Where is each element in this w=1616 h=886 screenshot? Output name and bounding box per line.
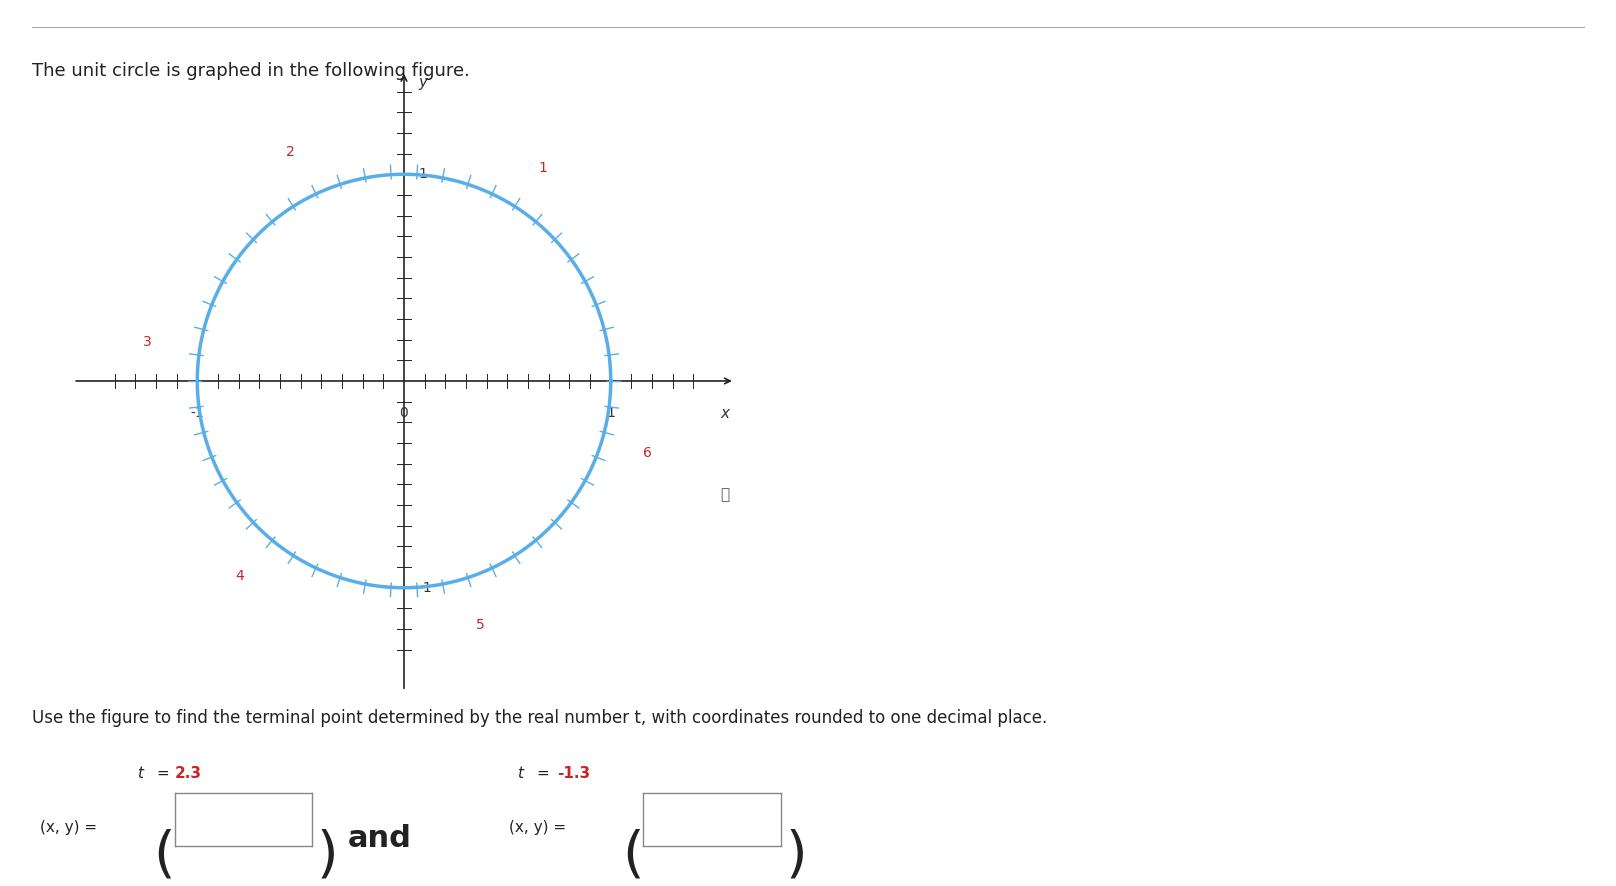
Text: 2.3: 2.3 bbox=[175, 766, 202, 781]
Text: and: and bbox=[347, 824, 412, 853]
Text: t: t bbox=[517, 766, 524, 781]
Text: 3: 3 bbox=[142, 336, 152, 349]
Text: The unit circle is graphed in the following figure.: The unit circle is graphed in the follow… bbox=[32, 62, 470, 80]
Text: 1: 1 bbox=[538, 161, 548, 175]
Text: Use the figure to find the terminal point determined by the real number t, with : Use the figure to find the terminal poin… bbox=[32, 709, 1047, 727]
Text: (: ( bbox=[154, 828, 175, 882]
Text: 4: 4 bbox=[234, 569, 244, 583]
Text: (: ( bbox=[622, 828, 643, 882]
Text: x: x bbox=[721, 406, 729, 421]
Text: -1.3: -1.3 bbox=[558, 766, 590, 781]
Text: 6: 6 bbox=[643, 447, 651, 460]
Text: ): ) bbox=[785, 828, 806, 882]
Text: 1: 1 bbox=[606, 406, 616, 420]
Text: (x, y) =: (x, y) = bbox=[40, 820, 97, 835]
Text: 0: 0 bbox=[399, 406, 409, 420]
Text: t: t bbox=[137, 766, 144, 781]
Text: =: = bbox=[537, 766, 554, 781]
Text: ): ) bbox=[317, 828, 338, 882]
Text: 1: 1 bbox=[419, 167, 427, 182]
Text: =: = bbox=[157, 766, 175, 781]
Text: y: y bbox=[419, 75, 428, 90]
Text: -1: -1 bbox=[191, 406, 204, 420]
Text: ⓘ: ⓘ bbox=[719, 487, 729, 502]
Text: 2: 2 bbox=[286, 145, 294, 159]
Text: 5: 5 bbox=[477, 618, 485, 633]
Text: -1: -1 bbox=[419, 580, 431, 595]
Text: (x, y) =: (x, y) = bbox=[509, 820, 566, 835]
